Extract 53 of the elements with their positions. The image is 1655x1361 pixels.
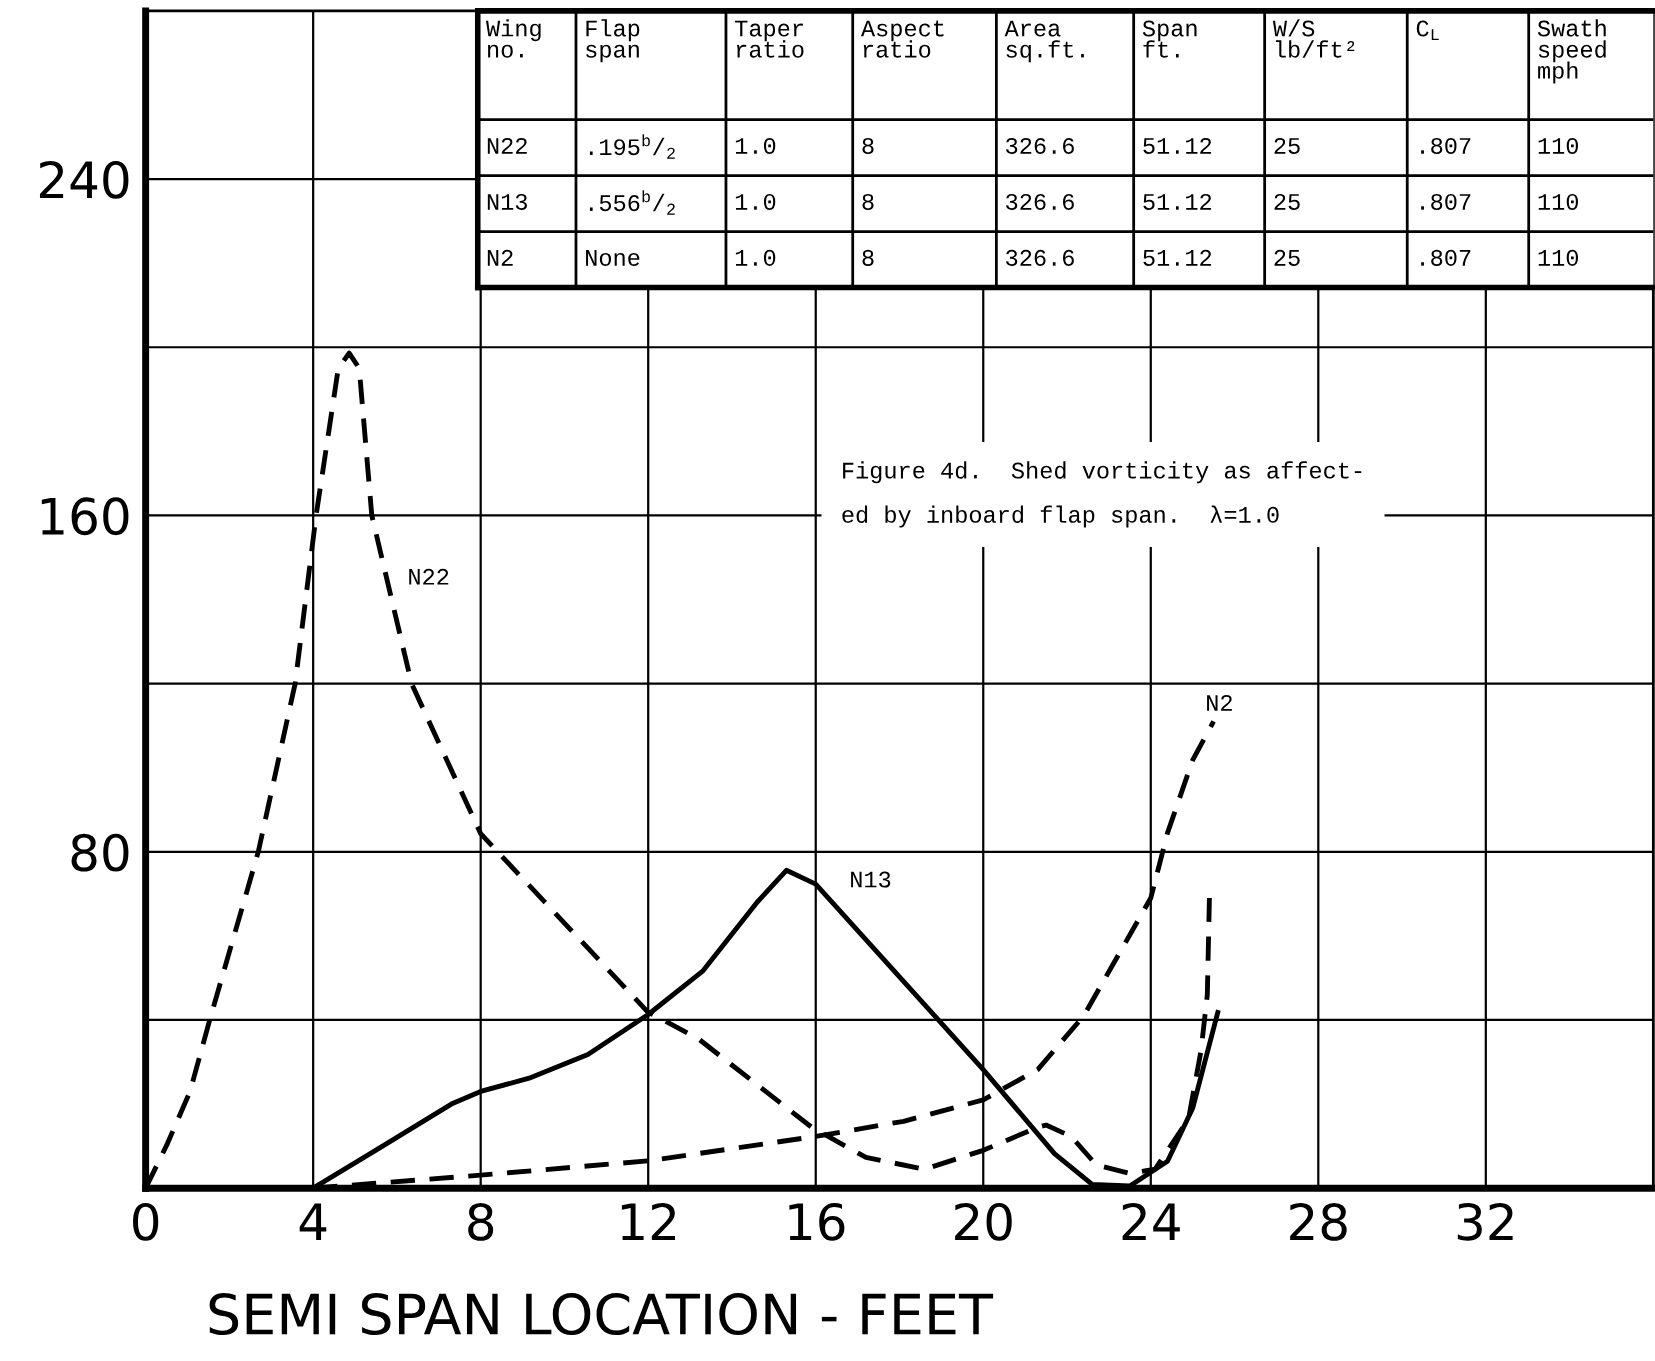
annotation: 25: [1274, 249, 1300, 266]
x-tick-label: 4: [299, 1203, 327, 1241]
x-tick-label: 12: [621, 1202, 676, 1241]
annotation: Figure 4d. Shed vorticity as affect- ed by inboard flap span. λ=1.0: [842, 461, 1362, 528]
y-tick-label: 160: [41, 497, 129, 536]
annotation: 326.6: [1006, 137, 1074, 154]
annotation: 51.12: [1143, 137, 1212, 154]
annotation: .556$^{b}$/$_{2}$: [589, 190, 675, 215]
annotation: C$_{L}$: [1416, 20, 1439, 41]
y-tick-label: 80: [71, 833, 129, 872]
annotation: Wing no.: [485, 19, 541, 58]
annotation: 326.6: [1006, 249, 1074, 266]
annotation: 8: [862, 193, 874, 210]
annotation: .807: [1421, 193, 1471, 210]
y-tick-label: 240: [39, 160, 129, 199]
annotation: None: [586, 250, 640, 266]
annotation: W/S lb/ft²: [1272, 19, 1355, 58]
annotation: N2: [487, 249, 513, 266]
annotation: Flap span: [586, 19, 640, 63]
x-tick-label: 24: [1122, 1202, 1180, 1241]
annotation: 25: [1274, 137, 1300, 154]
x-tick-label: 28: [1290, 1202, 1347, 1241]
annotation: 1.0: [735, 137, 776, 154]
annotation: Swath speed mph: [1537, 19, 1606, 84]
annotation: 110: [1538, 193, 1578, 210]
annotation: .195$^{b}$/$_{2}$: [589, 134, 675, 159]
x-axis-title: SEMI SPAN LOCATION - FEET: [209, 1293, 994, 1336]
annotation: Span ft.: [1142, 20, 1197, 58]
annotation: Area sq.ft.: [1004, 20, 1084, 63]
annotation: 51.12: [1143, 249, 1212, 266]
annotation: .807: [1421, 249, 1471, 266]
annotation: 51.12: [1143, 193, 1212, 210]
annotation: 110: [1538, 137, 1578, 154]
annotation: 8: [862, 249, 874, 266]
annotation: Taper ratio: [735, 20, 804, 58]
annotation: N13: [487, 193, 527, 210]
annotation: 326.6: [1006, 193, 1074, 210]
x-tick-label: 0: [133, 1202, 159, 1241]
x-tick-label: 16: [789, 1202, 845, 1241]
annotation: .807: [1421, 137, 1471, 154]
annotation: 25: [1274, 193, 1300, 210]
annotation: Aspect ratio: [860, 20, 944, 58]
annotation: 1.0: [735, 249, 776, 266]
x-tick-label: 32: [1457, 1202, 1513, 1241]
annotation: N2: [1207, 694, 1232, 711]
annotation: 8: [862, 137, 874, 154]
annotation: 1.0: [735, 193, 776, 210]
annotation: N22: [487, 137, 527, 154]
x-tick-label: 20: [955, 1202, 1012, 1241]
x-tick-label: 8: [468, 1202, 494, 1241]
annotation: 110: [1538, 249, 1578, 266]
annotation: N13: [851, 871, 891, 888]
annotation: N22: [409, 568, 449, 585]
